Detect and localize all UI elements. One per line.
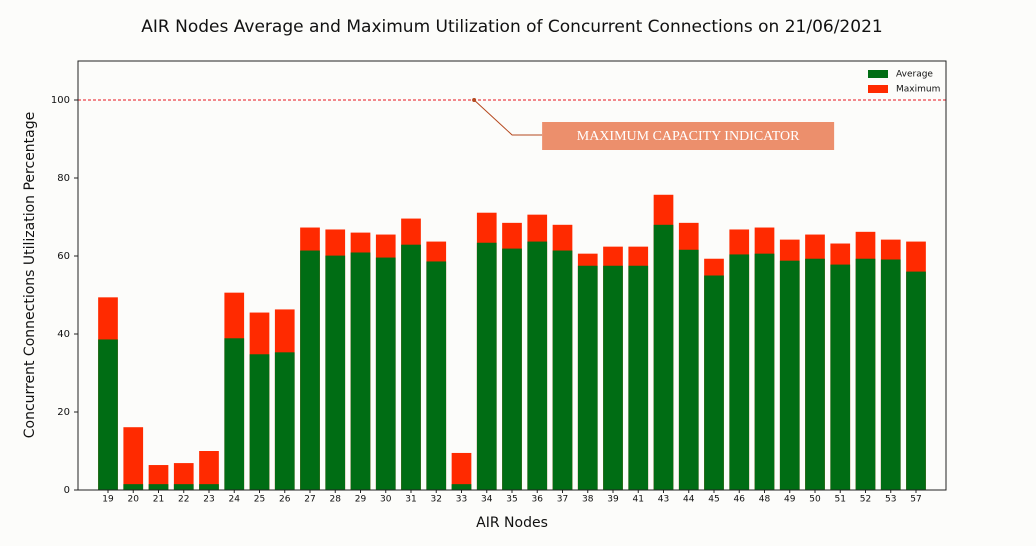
bar	[704, 275, 724, 490]
bar	[148, 465, 169, 490]
bar	[577, 265, 598, 490]
bar	[729, 254, 750, 490]
x-tick-label: 38	[582, 495, 594, 505]
x-tick-label: 27	[304, 495, 315, 505]
y-tick-label: 60	[57, 251, 70, 262]
x-tick-label: 19	[102, 495, 114, 505]
x-tick-label: 46	[734, 495, 746, 505]
bar	[451, 484, 472, 490]
legend-swatch	[868, 70, 888, 78]
bar	[300, 250, 320, 490]
bar	[224, 338, 245, 490]
bar	[451, 452, 472, 490]
x-tick-label: 57	[910, 495, 921, 505]
bar	[628, 265, 649, 490]
bar	[779, 260, 800, 490]
x-tick-label: 37	[557, 495, 568, 505]
bar	[325, 255, 346, 490]
bar	[527, 241, 548, 490]
bar	[476, 242, 497, 490]
bar	[274, 352, 295, 490]
x-tick-label: 51	[835, 495, 846, 505]
y-tick-label: 40	[57, 329, 70, 340]
bar	[375, 257, 396, 490]
y-tick-label: 0	[64, 485, 70, 496]
x-tick-label: 32	[431, 495, 442, 505]
bar	[123, 484, 144, 490]
bar	[678, 249, 699, 490]
bar	[350, 252, 371, 490]
bar	[401, 244, 421, 490]
x-axis-label: AIR Nodes	[476, 515, 548, 531]
x-tick-label: 20	[128, 495, 140, 505]
bar	[173, 484, 194, 490]
x-tick-label: 29	[355, 495, 367, 505]
x-tick-label: 41	[633, 495, 644, 505]
bar	[199, 484, 219, 490]
bar	[805, 258, 825, 490]
bar	[830, 264, 851, 490]
x-tick-label: 30	[380, 495, 392, 505]
bar	[552, 250, 573, 490]
legend-swatch	[868, 85, 888, 93]
x-tick-label: 22	[178, 495, 189, 505]
y-tick-label: 20	[57, 407, 70, 418]
legend-label: Average	[896, 70, 933, 80]
y-tick-label: 100	[51, 95, 70, 106]
y-tick-label: 80	[57, 173, 70, 184]
x-tick-label: 53	[885, 495, 896, 505]
x-tick-label: 25	[254, 495, 265, 505]
bar	[603, 265, 623, 490]
x-tick-label: 43	[658, 495, 669, 505]
bar	[426, 261, 447, 490]
x-tick-label: 44	[683, 495, 695, 505]
bar	[123, 427, 144, 490]
bar	[98, 339, 118, 490]
bar	[880, 259, 901, 490]
bar	[754, 253, 775, 490]
x-tick-label: 24	[229, 495, 241, 505]
bar	[173, 463, 194, 490]
annotation-text: MAXIMUM CAPACITY INDICATOR	[577, 129, 800, 144]
x-tick-label: 48	[759, 495, 771, 505]
x-tick-label: 52	[860, 495, 871, 505]
bar	[502, 248, 522, 490]
bar	[653, 224, 674, 491]
x-tick-label: 31	[405, 495, 416, 505]
x-tick-label: 35	[506, 495, 517, 505]
x-tick-label: 39	[607, 495, 619, 505]
x-tick-label: 26	[279, 495, 291, 505]
y-axis-label: Concurrent Connections Utilization Perce…	[22, 112, 38, 438]
bar	[906, 271, 926, 490]
bar	[199, 451, 219, 490]
annotation-box	[542, 122, 835, 150]
x-tick-label: 21	[153, 495, 164, 505]
x-tick-label: 34	[481, 495, 493, 505]
x-tick-label: 36	[532, 495, 544, 505]
bar	[855, 258, 876, 490]
x-tick-label: 33	[456, 495, 467, 505]
x-tick-label: 45	[708, 495, 719, 505]
chart-title: AIR Nodes Average and Maximum Utilizatio…	[141, 17, 882, 37]
legend-label: Maximum	[896, 85, 940, 95]
bar	[148, 484, 169, 490]
annotation-arrow	[473, 99, 543, 136]
x-tick-label: 49	[784, 495, 796, 505]
plot-frame	[77, 60, 947, 491]
x-tick-label: 23	[203, 495, 214, 505]
x-tick-label: 28	[330, 495, 342, 505]
bar	[249, 354, 270, 490]
x-tick-label: 50	[809, 495, 821, 505]
